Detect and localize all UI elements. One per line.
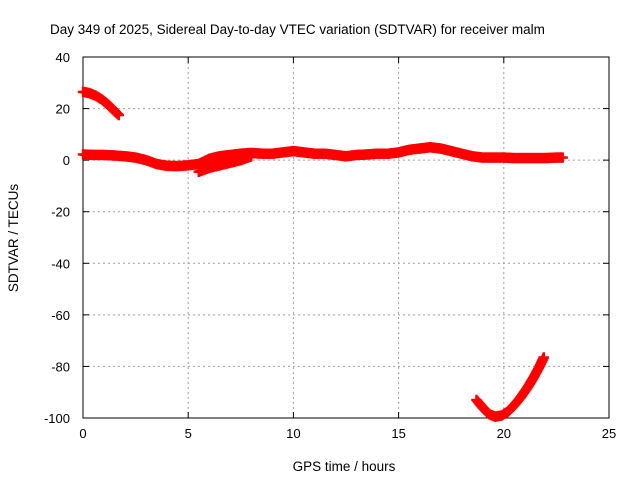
y-tick-labels: -100 -80 -60 -40 -20 0 20 40 (44, 50, 70, 426)
data-points (77, 86, 568, 422)
y-tick-label: -100 (44, 411, 70, 426)
x-tick-label: 20 (497, 426, 511, 441)
x-tick-label: 5 (185, 426, 192, 441)
y-tick-label: -80 (51, 359, 70, 374)
y-axis-label: SDTVAR / TECUs (6, 184, 21, 293)
y-tick-label: -20 (51, 205, 70, 220)
grid-lines (83, 57, 609, 418)
chart-title: Day 349 of 2025, Sidereal Day-to-day VTE… (50, 22, 545, 37)
x-axis-label: GPS time / hours (293, 459, 396, 474)
branch-dip-point (246, 151, 257, 162)
x-tick-label: 0 (79, 426, 86, 441)
y-tick-label: 20 (56, 102, 70, 117)
late-low-point (538, 352, 549, 363)
axis-ticks (82, 56, 610, 419)
y-tick-label: 40 (56, 50, 70, 65)
y-tick-label: -40 (51, 256, 70, 271)
x-tick-labels: 0 5 10 15 20 25 (79, 426, 616, 441)
plot-frame (82, 56, 610, 419)
x-tick-label: 15 (391, 426, 405, 441)
y-tick-label: -60 (51, 308, 70, 323)
y-tick-label: 0 (63, 153, 70, 168)
main-trace-point (557, 152, 568, 163)
early-high-point (113, 109, 124, 121)
x-tick-label: 10 (286, 426, 300, 441)
x-tick-label: 25 (602, 426, 616, 441)
